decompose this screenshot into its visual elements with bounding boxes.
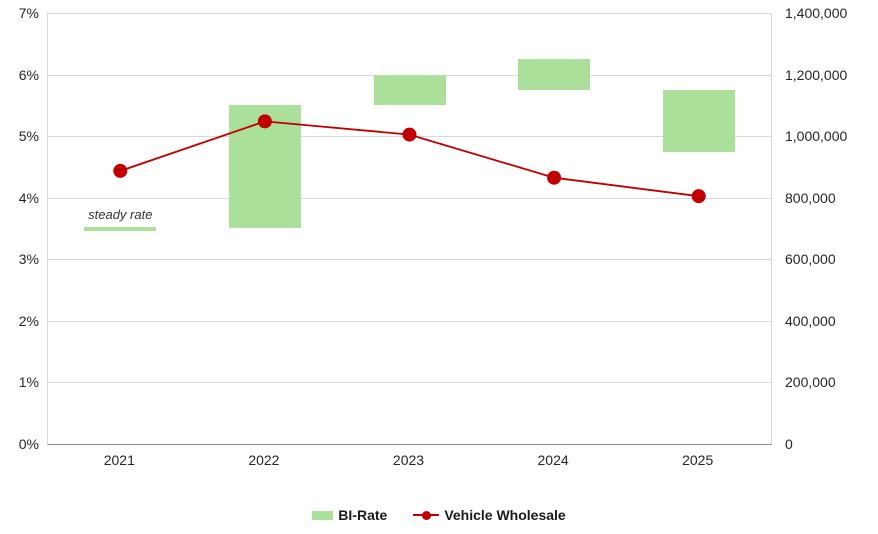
bi-rate-bar <box>84 226 157 231</box>
left-axis-tick-label: 7% <box>18 5 39 21</box>
left-axis-tick-label: 5% <box>18 128 39 145</box>
vehicle-wholesale-swatch-icon <box>413 510 440 520</box>
gridline <box>48 13 771 14</box>
left-axis-tick-label: 0% <box>18 436 39 452</box>
left-axis-tick-label: 3% <box>18 251 39 268</box>
right-axis-tick-label: 1,200,000 <box>785 66 848 83</box>
vehicle-wholesale-data-point <box>691 189 706 204</box>
legend-item-vehicle-wholesale: Vehicle Wholesale <box>413 507 566 523</box>
right-axis-tick-label: 200,000 <box>785 374 836 391</box>
left-axis-tick-label: 1% <box>18 374 39 391</box>
legend-item-bi-rate: BI-Rate <box>312 507 387 523</box>
x-axis-tick-label: 2025 <box>682 452 714 468</box>
right-axis-tick-label: 0 <box>785 436 793 452</box>
left-axis-tick-label: 4% <box>18 189 39 206</box>
vehicle-wholesale-data-point <box>547 170 562 185</box>
bi-rate-bar <box>518 59 591 90</box>
gridline <box>48 320 771 322</box>
bi-rate-bar <box>662 89 735 152</box>
legend-label-bi-rate: BI-Rate <box>338 507 388 523</box>
x-axis-tick-label: 2024 <box>537 452 569 468</box>
gridline <box>48 259 771 261</box>
legend-label-vehicle-wholesale: Vehicle Wholesale <box>444 507 566 523</box>
right-axis-tick-label: 1,400,000 <box>785 5 848 21</box>
plot-area: steady rate <box>47 13 772 445</box>
vehicle-wholesale-data-point <box>257 114 272 129</box>
vehicle-wholesale-line-series <box>113 114 706 204</box>
right-axis-tick-label: 600,000 <box>785 251 836 268</box>
right-axis-tick-label: 800,000 <box>785 189 836 206</box>
right-axis-tick-label: 1,000,000 <box>785 128 848 145</box>
vehicle-wholesale-data-point <box>402 127 417 142</box>
x-axis-tick-label: 2022 <box>248 452 280 468</box>
steady-rate-annotation: steady rate <box>88 206 153 222</box>
chart-legend: BI-Rate Vehicle Wholesale <box>0 503 878 527</box>
right-axis-tick-label: 400,000 <box>785 312 836 329</box>
bi-rate-swatch-icon <box>312 510 334 520</box>
bi-rate-bar <box>373 74 446 106</box>
x-axis-tick-label: 2023 <box>392 452 425 468</box>
x-axis-tick-label: 2021 <box>103 452 135 468</box>
left-axis-tick-label: 6% <box>18 66 39 83</box>
gridline <box>48 197 771 199</box>
left-axis-tick-label: 2% <box>18 312 39 329</box>
vehicle-wholesale-data-point <box>113 163 128 178</box>
gridline <box>48 382 771 384</box>
